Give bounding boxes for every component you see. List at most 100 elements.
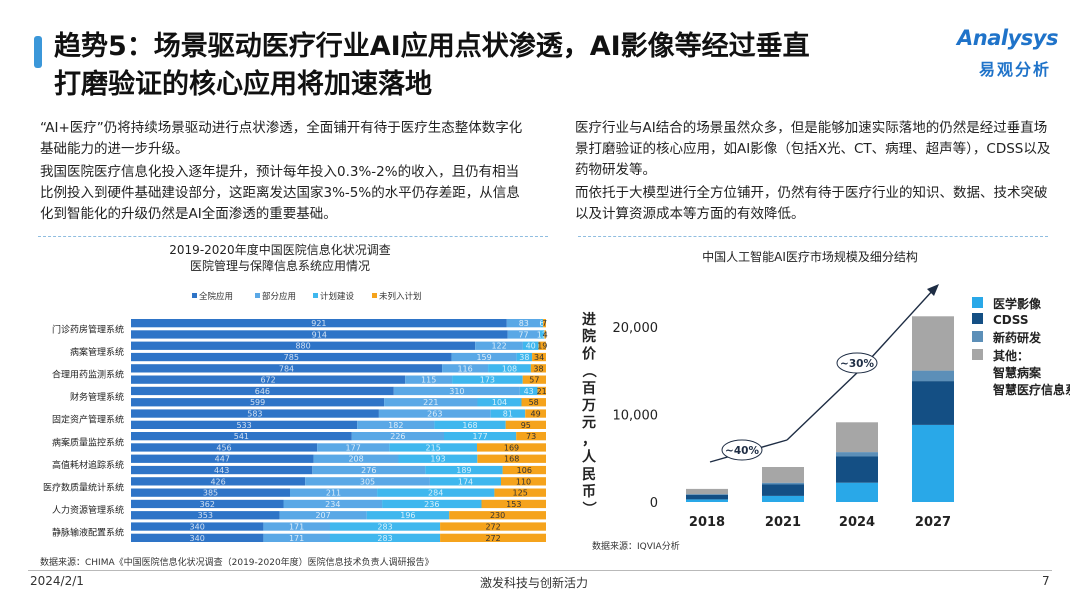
bar-segment [506, 319, 541, 328]
legend-label: 智慧医疗信息系统 [992, 382, 1070, 397]
bar-value-label: 340 [190, 523, 205, 532]
bar-segment [131, 409, 379, 418]
bar-value-label: 221 [423, 398, 438, 407]
right-paragraph-2: 而依托于大模型进行全方位铺开，仍然有待于医疗行业的知识、数据、技术突破以及计算资… [575, 185, 1048, 222]
bar-segment [522, 341, 539, 350]
bar-value-label: 340 [190, 534, 205, 543]
x-tick-label: 2027 [915, 515, 951, 530]
bar-value-label: 426 [210, 477, 225, 486]
bar-value-label: 177 [346, 443, 361, 452]
bar-value-label: 236 [424, 500, 439, 509]
bar-segment [329, 522, 441, 531]
bar-segment [384, 398, 478, 407]
legend-swatch [372, 293, 377, 298]
bar-value-label: 153 [506, 500, 521, 509]
bar-value-label: 168 [462, 421, 477, 430]
bar-segment [377, 488, 495, 497]
bar-value-label: 182 [388, 421, 403, 430]
bar-segment [525, 409, 546, 418]
bar-segment [131, 533, 264, 542]
bar-value-label: 310 [449, 387, 464, 396]
bar-value-label: 921 [311, 319, 326, 328]
stacked-bar-segment [836, 482, 878, 502]
y-axis-label-char: ， [582, 432, 596, 448]
bar-value-label: 207 [315, 511, 330, 520]
left-chart-title-line-2: 医院管理与保障信息系统应用情况 [189, 259, 370, 273]
y-axis-label-char: 万 [581, 398, 596, 414]
bar-segment [440, 522, 546, 531]
bar-segment [357, 420, 435, 429]
category-label: 门诊药房管理系统 [52, 323, 124, 335]
bar-value-label: 95 [521, 421, 531, 430]
stacked-bar-segment [686, 495, 728, 500]
y-axis-label-char: ） [580, 501, 596, 515]
bar-segment [131, 522, 264, 531]
bar-value-label: 58 [529, 398, 539, 407]
bar-value-label: 77 [518, 330, 528, 339]
footer-page-number: 7 [1042, 574, 1050, 588]
bar-value-label: 108 [502, 364, 517, 373]
bar-segment [317, 443, 390, 452]
stacked-bar-segment [686, 488, 728, 495]
left-chart-source: 数据来源：CHIMA《中国医院信息化状况调查（2019-2020年度）医院信息技… [40, 558, 434, 568]
stacked-bar-segment [762, 482, 804, 485]
left-chart-title: 2019-2020年度中国医院信息化状况调查 医院管理与保障信息系统应用情况 [120, 242, 440, 274]
analysys-logo: Analysys 易观分析 [957, 26, 1067, 82]
bar-value-label: 7 [542, 319, 547, 328]
legend-label: 部分应用 [262, 291, 296, 302]
bar-value-label: 12 [537, 330, 547, 339]
legend-label: 智慧病案 [992, 365, 1042, 380]
bar-value-label: 83 [519, 319, 529, 328]
bar-value-label: 73 [526, 432, 536, 441]
bar-segment [543, 319, 546, 328]
bar-segment [449, 511, 546, 520]
x-tick-label: 2018 [689, 515, 725, 530]
bar-value-label: 880 [295, 342, 310, 351]
bar-segment [131, 465, 313, 475]
bar-segment [520, 386, 538, 396]
growth-arrow-line [786, 369, 861, 441]
bar-segment [279, 511, 367, 520]
y-axis-label-char: 人 [582, 449, 597, 466]
bar-segment [405, 375, 453, 384]
stacked-bar-segment [912, 316, 954, 371]
bar-value-label: 583 [247, 410, 262, 419]
growth-arrow-head [927, 284, 939, 296]
bar-segment [516, 352, 533, 362]
bar-segment [507, 330, 540, 339]
bar-value-label: 272 [485, 523, 500, 532]
bar-segment [440, 533, 546, 542]
bar-segment [131, 432, 352, 441]
bar-segment [451, 352, 517, 362]
stacked-bar-segment [912, 370, 954, 382]
bar-value-label: 116 [457, 364, 472, 373]
footer-center-text: 激发科技与创新活力 [480, 576, 589, 590]
legend-label: 全院应用 [199, 291, 233, 302]
bar-segment [131, 454, 314, 463]
bar-segment [477, 454, 546, 463]
cagr-label: ~40% [725, 445, 759, 457]
stacked-bar-segment [686, 499, 728, 502]
category-label: 病案质量监控系统 [52, 436, 124, 448]
stacked-bar-segment [912, 381, 954, 425]
bar-value-label: 193 [430, 455, 445, 464]
bar-segment [538, 341, 546, 350]
bar-segment [131, 398, 385, 407]
logo-wordmark: Analysys [957, 26, 1058, 50]
bar-segment [131, 341, 476, 350]
logo-chinese: 易观分析 [979, 60, 1052, 79]
legend-swatch [972, 331, 983, 342]
bar-value-label: 104 [492, 398, 507, 407]
bar-segment [522, 375, 546, 384]
title-accent-bar [34, 36, 42, 68]
category-label: 静脉输液配置系统 [52, 527, 124, 539]
bar-value-label: 4 [543, 330, 548, 339]
bar-segment [313, 454, 399, 463]
left-divider [38, 236, 548, 237]
bar-value-label: 43 [524, 387, 534, 396]
bar-segment [131, 364, 443, 373]
stacked-bar-segment [762, 484, 804, 496]
y-axis-label-char: 进 [582, 312, 596, 328]
legend-label: 计划建设 [320, 291, 355, 302]
bar-value-label: 353 [198, 511, 213, 520]
